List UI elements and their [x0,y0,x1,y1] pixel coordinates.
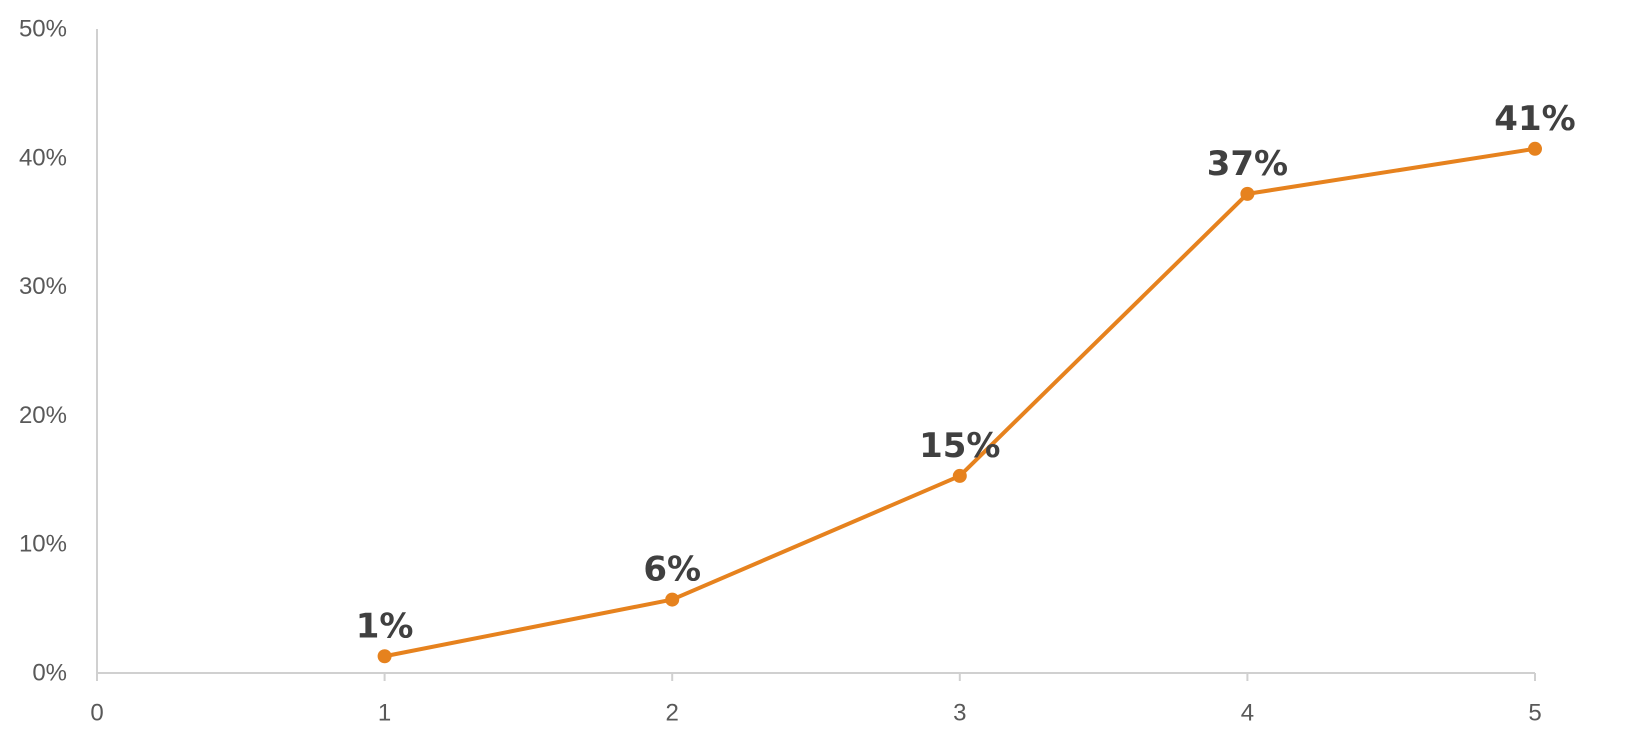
y-tick-label: 30% [19,273,67,300]
data-label: 41% [1494,99,1575,139]
x-tick-label: 5 [1528,700,1541,727]
data-point [952,468,967,483]
data-labels: 1% 6% 15% 37% 41% [356,99,1576,646]
y-tick-label: 20% [19,402,67,429]
x-tick-label: 0 [90,700,103,727]
x-tick-label: 1 [378,700,391,727]
data-label: 15% [919,426,1000,466]
y-tick-label: 10% [19,531,67,558]
series-line [382,146,1537,659]
x-tick-labels: 0 1 2 3 4 5 [90,673,1542,727]
data-point [1528,141,1542,156]
y-tick-label: 50% [19,16,67,43]
data-label: 1% [356,606,414,646]
series-group [377,141,1542,664]
data-label: 6% [643,550,701,590]
data-point [665,592,680,607]
y-tick-labels: 0% 10% 20% 30% 40% 50% [19,16,67,687]
x-tick-label: 2 [666,700,679,727]
data-label: 37% [1207,144,1288,184]
x-tick-label: 4 [1241,700,1254,727]
y-tick-label: 40% [19,144,67,171]
x-tick-label: 3 [953,700,966,727]
data-point [377,649,392,664]
data-point [1240,186,1255,201]
y-tick-label: 0% [32,660,67,687]
